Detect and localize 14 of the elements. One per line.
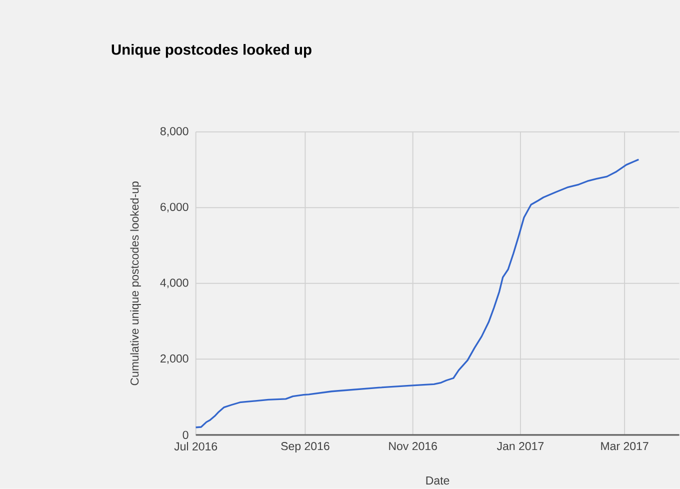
- x-tick-label: Sep 2016: [281, 442, 330, 452]
- y-tick-label: 8,000: [160, 127, 188, 137]
- y-tick-label: 6,000: [160, 202, 188, 212]
- line-series: [195, 158, 640, 428]
- x-tick-label: Jul 2016: [174, 442, 218, 451]
- y-tick-label: 2,000: [160, 354, 188, 364]
- x-axis-title: Date: [426, 476, 450, 485]
- x-tick-label: Mar 2017: [601, 442, 648, 450]
- y-tick-label: 0: [182, 430, 188, 440]
- chart-title: Unique postcodes looked up: [112, 44, 312, 58]
- y-axis-title: Cumulative unique postcodes looked-up: [130, 182, 141, 386]
- y-tick-label: 4,000: [160, 278, 188, 288]
- x-tick-label: Jan 2017: [496, 442, 544, 450]
- x-tick-label: Nov 2016: [389, 442, 437, 450]
